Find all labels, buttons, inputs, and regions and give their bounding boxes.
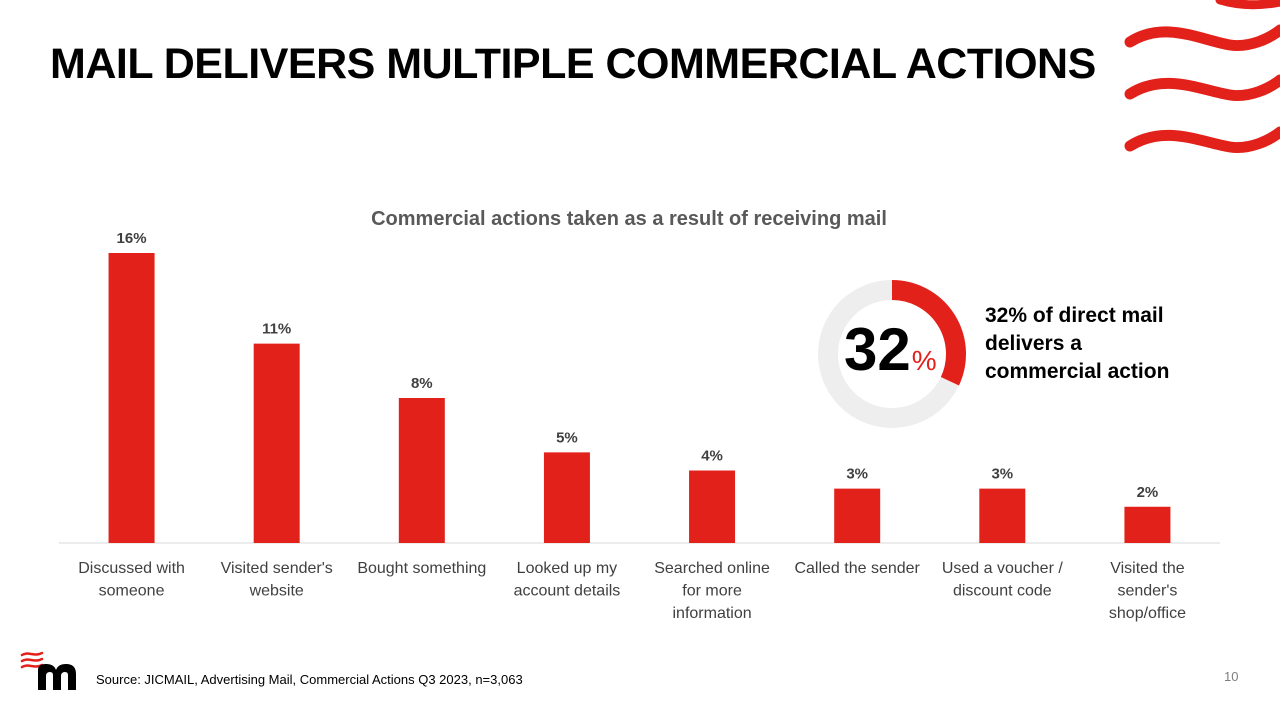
bar [689, 470, 736, 543]
category-label: Visited the sender's shop/office [1109, 560, 1186, 622]
bar [1124, 506, 1171, 543]
page-number: 10 [1224, 669, 1239, 684]
donut-percent-sign: % [911, 345, 937, 376]
data-label: 16% [117, 230, 147, 247]
data-label: 3% [846, 466, 868, 483]
bar-chart: 16% Discussed with someone 11% Visited sende… [59, 230, 1220, 622]
bar [108, 253, 155, 543]
category-label: Used a voucher / discount code [942, 560, 1064, 600]
donut-number: 32 [844, 316, 911, 383]
source-note: Source: JICMAIL, Advertising Mail, Comme… [96, 672, 523, 687]
category-label: Visited sender's website [221, 560, 333, 600]
category-label: Called the sender [794, 560, 920, 577]
donut-chart [818, 280, 966, 428]
bar [253, 343, 300, 543]
category-label: Bought something [357, 560, 486, 577]
wave-decoration-icon [1124, 0, 1280, 154]
category-label: Searched online for more information [654, 560, 770, 622]
donut-arc [891, 280, 966, 386]
slide-title: MAIL DELIVERS MULTIPLE COMMERCIAL ACTION… [50, 40, 1096, 88]
data-label: 8% [411, 375, 433, 392]
jicmail-logo-icon [20, 651, 76, 690]
category-label: Looked up my account details [514, 560, 621, 600]
bar [834, 488, 881, 543]
callout-text: 32% of direct mail delivers a commercial… [985, 304, 1170, 383]
data-label: 5% [556, 429, 578, 446]
data-label: 11% [262, 321, 291, 338]
bar [543, 452, 590, 543]
chart-title: Commercial actions taken as a result of … [371, 208, 887, 230]
bar [398, 398, 445, 543]
donut-value: 32% [844, 314, 937, 397]
data-label: 4% [701, 448, 723, 465]
data-label: 2% [1137, 484, 1159, 501]
bar [979, 488, 1026, 543]
category-label: Discussed with someone [78, 560, 185, 600]
data-label: 3% [991, 466, 1013, 483]
